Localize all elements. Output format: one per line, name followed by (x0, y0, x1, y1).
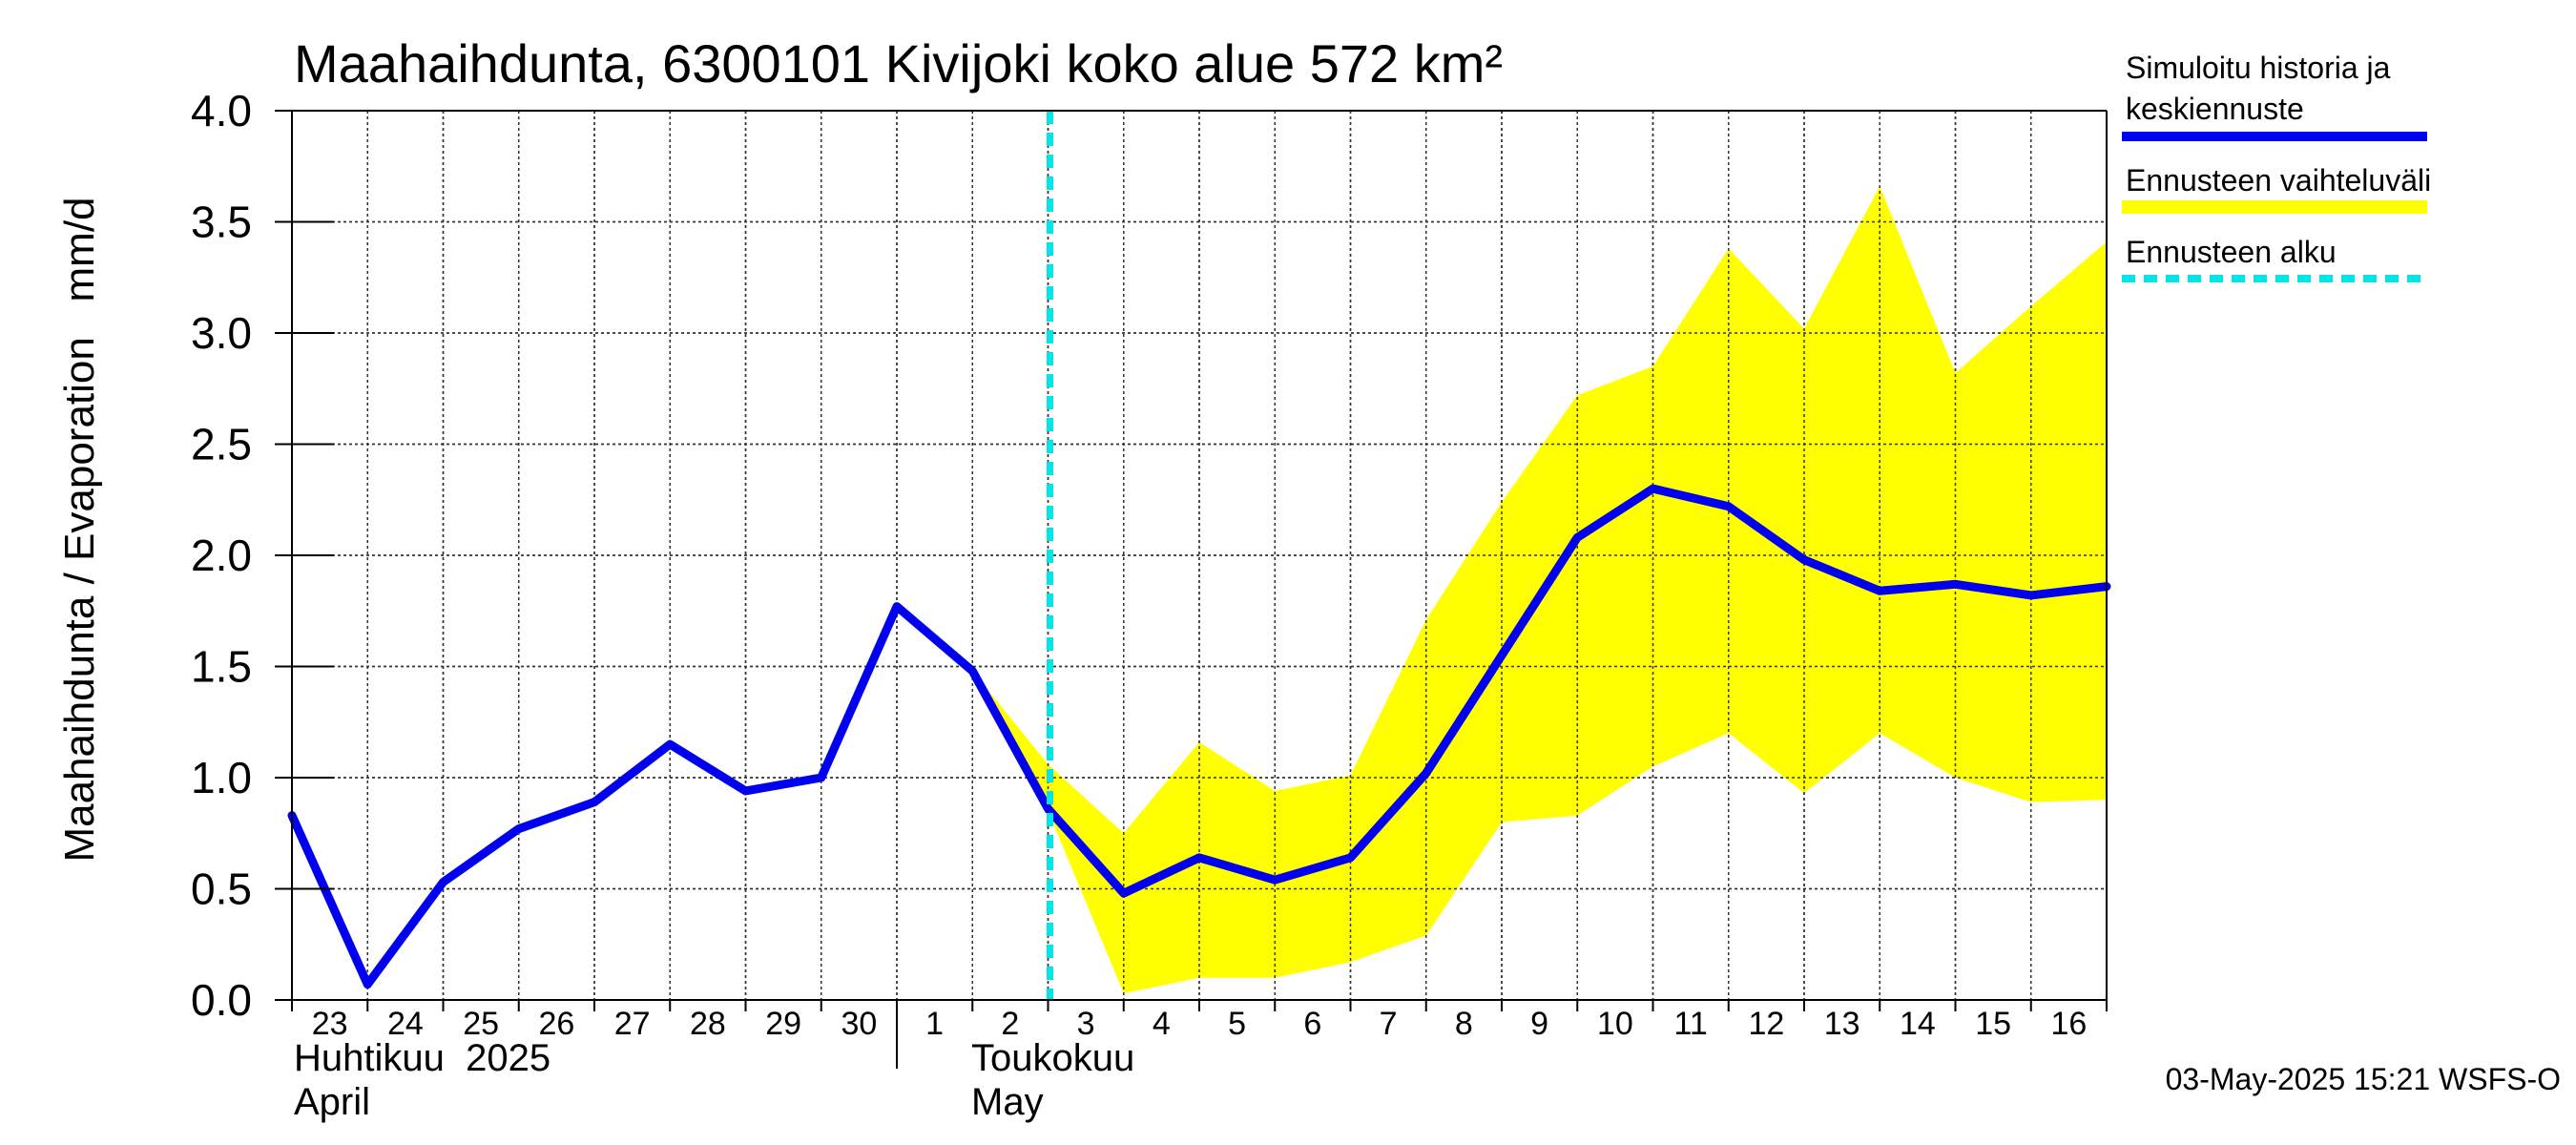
x-tick-label: 25 (463, 1006, 499, 1042)
x-tick-label: 8 (1455, 1006, 1473, 1042)
x-tick-label: 23 (312, 1006, 348, 1042)
y-tick-labels: 0.0 0.5 1.0 1.5 2.0 2.5 3.0 3.5 4.0 (191, 86, 334, 1025)
x-tick-label: 2 (1001, 1006, 1019, 1042)
legend-label-simulated-line2: keskiennuste (2126, 92, 2304, 126)
legend-label-range: Ennusteen vaihteluväli (2126, 163, 2431, 198)
y-tick-label: 2.5 (191, 420, 252, 469)
x-tick-label: 13 (1824, 1006, 1860, 1042)
x-tick-label: 16 (2050, 1006, 2087, 1042)
series-line-layer (287, 484, 2111, 989)
y-tick-label: 4.0 (191, 86, 252, 135)
x-tick-label: 30 (841, 1006, 877, 1042)
y-tick-label: 2.0 (191, 531, 252, 580)
y-tick-label: 1.0 (191, 753, 252, 802)
x-tick-label: 10 (1597, 1006, 1633, 1042)
legend-label-simulated-line1: Simuloitu historia ja (2126, 51, 2391, 85)
x-tick-label: 14 (1900, 1006, 1936, 1042)
chart-title: Maahaihdunta, 6300101 Kivijoki koko alue… (294, 33, 1503, 94)
grid-overlay (292, 111, 2107, 1000)
x-tick-label: 11 (1673, 1006, 1707, 1042)
x-tick-label: 3 (1077, 1006, 1095, 1042)
x-tick-labels: 23 24 25 26 27 28 29 30 1 2 3 4 5 6 7 8 9 10 11 12 13 14 15 16 (291, 1000, 2108, 1069)
x-tick-label: 24 (387, 1006, 424, 1042)
x-tick-label: 4 (1153, 1006, 1171, 1042)
y-tick-label: 0.5 (191, 864, 252, 914)
y-tick-label: 3.0 (191, 308, 252, 358)
x-tick-label: 26 (538, 1006, 574, 1042)
y-axis-label: Maahaihdunta / Evaporation mm/d (56, 197, 103, 862)
x-tick-label: 12 (1748, 1006, 1784, 1042)
month-label-april-fi: Huhtikuu 2025 (294, 1037, 551, 1079)
legend-label-forecast-start: Ennusteen alku (2126, 235, 2337, 269)
legend: Simuloitu historia ja keskiennuste Ennus… (2122, 51, 2431, 282)
x-tick-label: 7 (1380, 1006, 1398, 1042)
series-line-simulated (287, 484, 2111, 989)
y-tick-label: 0.0 (191, 975, 252, 1025)
x-tick-label: 5 (1228, 1006, 1246, 1042)
x-tick-label: 29 (765, 1006, 801, 1042)
x-tick-label: 1 (925, 1006, 944, 1042)
x-tick-label: 6 (1303, 1006, 1321, 1042)
footer-timestamp: 03-May-2025 15:21 WSFS-O (2166, 1062, 2561, 1096)
y-tick-label: 3.5 (191, 198, 252, 247)
x-tick-label: 9 (1530, 1006, 1548, 1042)
month-label-may-fi: Toukokuu (971, 1037, 1134, 1079)
month-label-may-en: May (971, 1081, 1044, 1123)
x-tick-label: 28 (690, 1006, 726, 1042)
x-tick-label: 15 (1975, 1006, 2011, 1042)
x-tick-label: 27 (614, 1006, 651, 1042)
month-label-april-en: April (294, 1081, 370, 1123)
y-tick-label: 1.5 (191, 642, 252, 692)
